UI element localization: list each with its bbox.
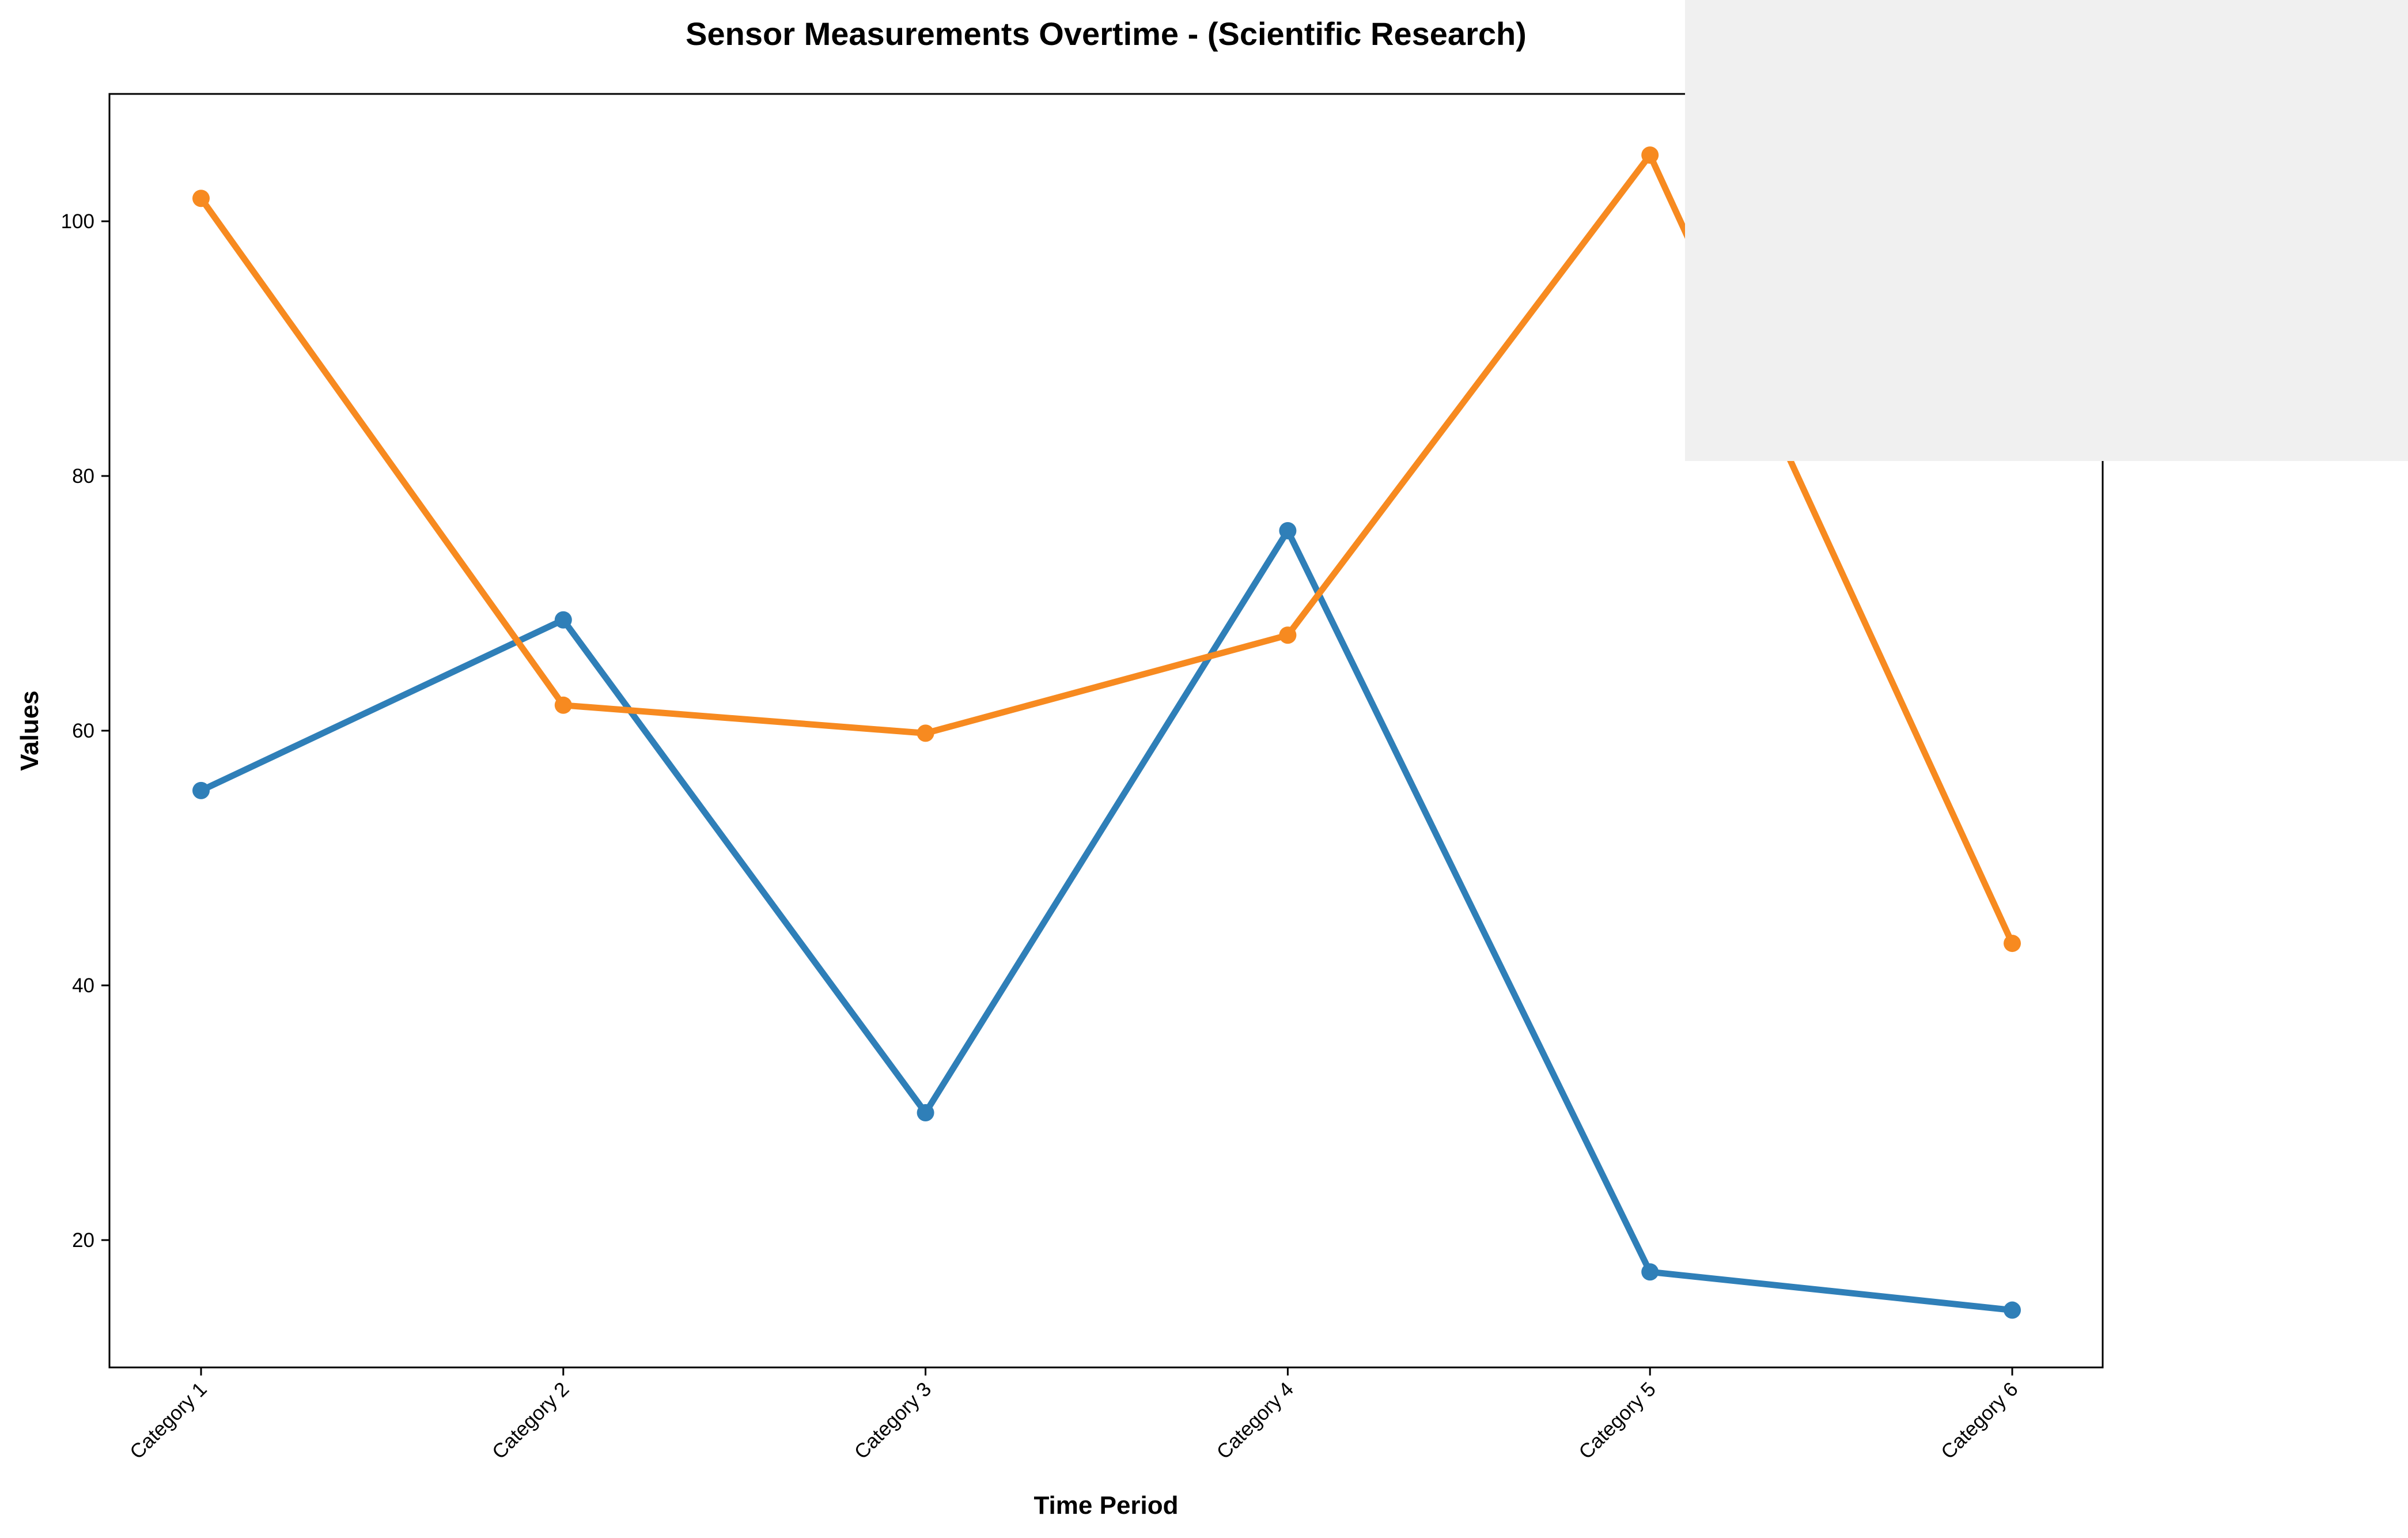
series-1-point [2004, 1301, 2021, 1319]
series-2-point [1641, 146, 1659, 164]
series-2-point [1279, 626, 1297, 644]
x-tick-label: Category 5 [1574, 1378, 1660, 1464]
series-1-line [198, 527, 2016, 1314]
series-1-point [1641, 1263, 1659, 1281]
x-tick-label: Category 2 [488, 1378, 574, 1464]
legend-placeholder-box [1685, 0, 2408, 461]
y-tick-label: 80 [72, 465, 94, 488]
series-2-point [2004, 935, 2021, 953]
series-1-point [1279, 522, 1297, 540]
series-1-point [554, 611, 572, 629]
chart-title: Sensor Measurements Overtime - (Scientif… [686, 16, 1527, 52]
y-tick-label: 40 [72, 974, 94, 997]
x-tick-label: Category 1 [126, 1378, 211, 1464]
y-axis-label: Values [16, 690, 44, 770]
y-tick-label: 100 [61, 210, 94, 233]
series-1-point [192, 781, 210, 799]
y-tick-label: 20 [72, 1229, 94, 1252]
series-1-point [917, 1104, 934, 1121]
y-axis: 20 40 60 80 100 [61, 210, 109, 1252]
x-tick-label: Category 4 [1212, 1378, 1298, 1464]
x-axis-label: Time Period [1033, 1491, 1178, 1520]
x-tick-label: Category 3 [850, 1378, 936, 1464]
series-2-point [192, 190, 210, 207]
y-tick-label: 60 [72, 720, 94, 742]
x-axis: Category 1 Category 2 Category 3 Category 4… [126, 1367, 2023, 1464]
series-2-point [917, 724, 934, 742]
series-2-point [554, 696, 572, 714]
x-tick-label: Category 6 [1937, 1378, 2023, 1464]
